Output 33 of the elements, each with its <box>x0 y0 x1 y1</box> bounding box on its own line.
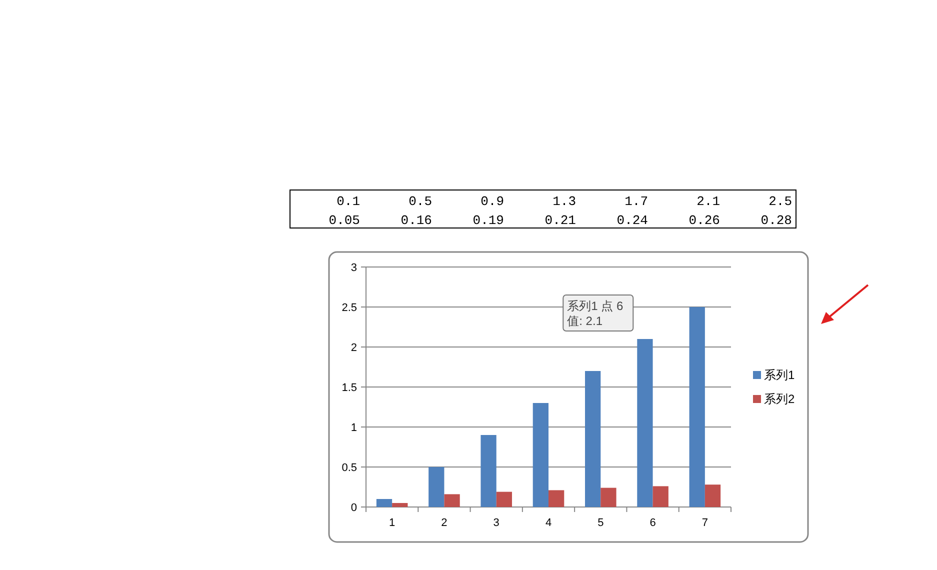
y-tick-label: 0 <box>350 502 357 514</box>
bar <box>376 499 392 507</box>
annotation: 系列1 点 6 值: 2.1 <box>562 294 634 332</box>
bar <box>704 484 721 507</box>
x-tick-label: 1 <box>389 517 396 529</box>
x-tick-label: 4 <box>545 517 552 529</box>
x-tick-label: 7 <box>702 517 708 529</box>
bar <box>496 492 512 507</box>
bar <box>689 307 705 507</box>
bar <box>532 403 548 507</box>
y-tick-label: 1 <box>350 422 357 434</box>
legend-label: 系列2 <box>764 392 795 406</box>
x-tick-label: 3 <box>493 517 500 529</box>
legend-label: 系列1 <box>764 368 795 382</box>
y-tick-label: 3 <box>350 262 357 274</box>
bar <box>444 494 460 507</box>
y-tick-label: 1.5 <box>342 382 357 394</box>
x-tick-label: 6 <box>650 517 656 529</box>
bar <box>652 486 668 507</box>
bar <box>428 467 444 507</box>
x-tick-label: 5 <box>598 517 604 529</box>
y-tick-label: 2.5 <box>342 302 357 314</box>
bar <box>637 339 653 507</box>
annotation: 系列1 点 6 值: 2.1 <box>567 299 624 328</box>
x-tick-label: 2 <box>441 517 448 529</box>
y-tick-label: 0.5 <box>342 462 357 474</box>
value-table: 0.1 0.5 0.9 1.3 1.7 2.1 2.5 0.05 0.16 0.19 0.21 0.24 0.26 0.28 <box>290 190 796 228</box>
y-tick-label: 2 <box>350 342 357 354</box>
bar <box>600 488 616 507</box>
bar <box>480 435 496 507</box>
bar <box>585 371 601 507</box>
bar <box>392 503 408 507</box>
bar <box>548 490 564 507</box>
